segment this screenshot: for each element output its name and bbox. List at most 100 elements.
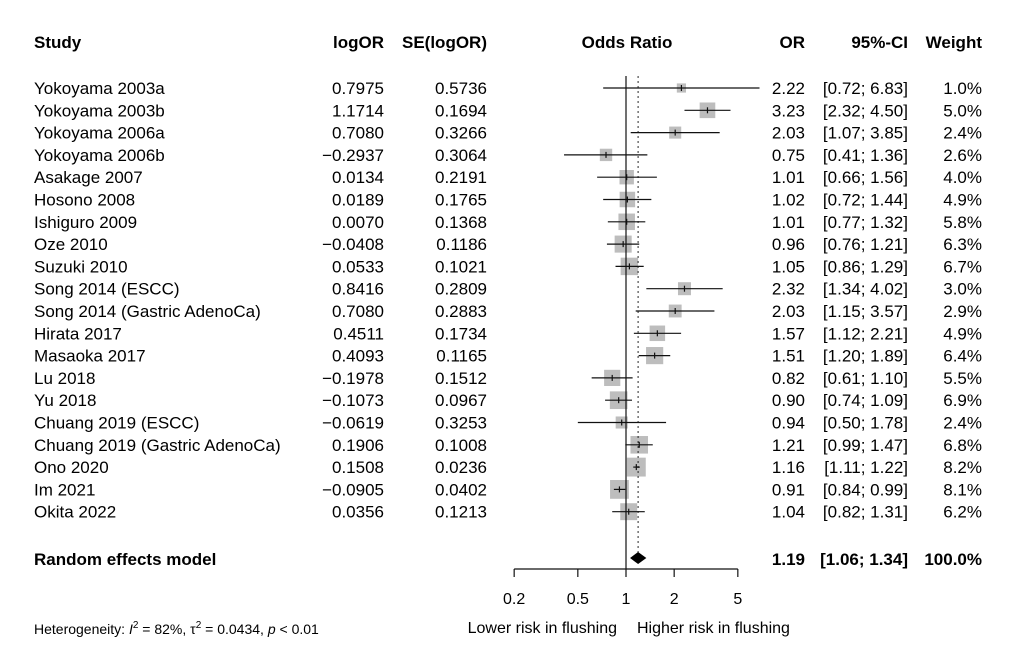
study-ci: [0.50; 1.78] [823,414,908,433]
study-or: 0.91 [772,480,805,499]
study-logor: −0.0619 [322,414,384,433]
study-se: 0.1512 [435,369,487,388]
header-study: Study [34,33,82,52]
study-logor: 0.0189 [332,191,384,210]
study-name: Hirata 2017 [34,324,122,343]
study-se: 0.1694 [435,101,487,120]
study-or: 1.04 [772,503,805,522]
header-ci: 95%-CI [851,33,908,52]
study-weight: 5.0% [943,101,982,120]
study-name: Yokoyama 2003a [34,79,165,98]
study-row: Oze 2010 −0.0408 0.1186 0.96 [0.76; 1.21] 6.3… [34,235,982,254]
study-ci: [1.12; 2.21] [823,324,908,343]
study-or: 0.94 [772,414,805,433]
study-weight: 8.1% [943,480,982,499]
study-se: 0.1734 [435,324,487,343]
study-weight: 6.4% [943,347,982,366]
study-or: 1.05 [772,257,805,276]
study-ci: [0.99; 1.47] [823,436,908,455]
x-tick-label: 0.2 [503,591,525,608]
study-weight: 6.3% [943,235,982,254]
study-ci: [0.66; 1.56] [823,168,908,187]
study-name: Chuang 2019 (ESCC) [34,414,199,433]
study-name: Song 2014 (ESCC) [34,280,180,299]
study-se: 0.2883 [435,302,487,321]
study-weight: 4.9% [943,324,982,343]
study-name: Yokoyama 2006b [34,146,165,165]
study-ci: [1.15; 3.57] [823,302,908,321]
x-tick-label: 5 [733,591,742,608]
study-or: 2.03 [772,124,805,143]
x-tick-label: 2 [670,591,679,608]
study-se: 0.1008 [435,436,487,455]
study-weight: 2.6% [943,146,982,165]
study-row: Yu 2018 −0.1073 0.0967 0.90 [0.74; 1.09] 6.9% [34,391,982,410]
study-ci: [1.11; 1.22] [824,458,908,477]
study-or: 2.22 [772,79,805,98]
study-row: Yokoyama 2006b −0.2937 0.3064 0.75 [0.41; 1.… [34,146,982,165]
study-name: Hosono 2008 [34,191,135,210]
study-se: 0.0402 [435,480,487,499]
study-name: Yokoyama 2006a [34,124,165,143]
study-ci: [2.32; 4.50] [823,101,908,120]
study-or: 1.16 [772,458,805,477]
study-or: 1.01 [772,213,805,232]
summary-or: 1.19 [772,550,805,569]
study-name: Song 2014 (Gastric AdenoCa) [34,302,261,321]
study-name: Yokoyama 2003b [34,101,165,120]
study-ci: [1.34; 4.02] [823,280,908,299]
left-direction-label: Lower risk in flushing [468,620,617,637]
study-ci: [0.77; 1.32] [823,213,908,232]
summary-ci: [1.06; 1.34] [820,550,908,569]
study-weight: 2.4% [943,414,982,433]
study-logor: 0.1906 [332,436,384,455]
summary-label: Random effects model [34,550,216,569]
study-name: Ono 2020 [34,458,109,477]
study-ci: [0.41; 1.36] [823,146,908,165]
header-plot: Odds Ratio [582,33,673,52]
study-row: Lu 2018 −0.1978 0.1512 0.82 [0.61; 1.10] 5.5% [34,369,982,388]
study-weight: 5.8% [943,213,982,232]
study-logor: −0.2937 [322,146,384,165]
x-tick-label: 1 [622,591,631,608]
study-weight: 2.9% [943,302,982,321]
study-logor: 0.8416 [332,280,384,299]
study-se: 0.0236 [435,458,487,477]
study-ci: [0.84; 0.99] [823,480,908,499]
study-logor: −0.1978 [322,369,384,388]
study-ci: [0.72; 6.83] [823,79,908,98]
study-or: 1.51 [772,347,805,366]
study-logor: 0.0134 [332,168,384,187]
study-logor: 0.4511 [333,324,384,343]
study-or: 0.90 [772,391,805,410]
study-rows: Yokoyama 2003a 0.7975 0.5736 2.22 [0.72; 6.8… [34,79,982,522]
study-weight: 4.9% [943,191,982,210]
study-row: Im 2021 −0.0905 0.0402 0.91 [0.84; 0.99] 8.1% [34,480,982,499]
study-se: 0.0967 [435,391,487,410]
study-weight: 6.9% [943,391,982,410]
study-weight: 2.4% [943,124,982,143]
study-name: Ishiguro 2009 [34,213,137,232]
header-se: SE(logOR) [402,33,487,52]
study-or: 2.32 [772,280,805,299]
study-logor: 0.7080 [332,124,384,143]
study-logor: 0.0070 [332,213,384,232]
study-row: Yokoyama 2006a 0.7080 0.3266 2.03 [1.07; 3.8… [34,124,982,143]
study-row: Suzuki 2010 0.0533 0.1021 1.05 [0.86; 1.29] 6… [34,257,982,276]
study-ci: [0.86; 1.29] [823,257,908,276]
study-weight: 3.0% [943,280,982,299]
study-or: 3.23 [772,101,805,120]
summary-weight: 100.0% [924,550,982,569]
study-logor: 0.0533 [332,257,384,276]
heterogeneity-text: Heterogeneity: I2 = 82%, τ2 = 0.0434, p … [34,620,319,637]
study-logor: 0.0356 [332,503,384,522]
plot-area: 0.2 0.5 1 2 5 [503,76,760,608]
study-row: Chuang 2019 (ESCC) −0.0619 0.3253 0.94 [0.50… [34,414,982,433]
study-row: Ono 2020 0.1508 0.0236 1.16 [1.11; 1.22] 8.2% [34,458,982,477]
study-logor: −0.0905 [322,480,384,499]
study-row: Yokoyama 2003a 0.7975 0.5736 2.22 [0.72; 6.8… [34,79,982,98]
header-or: OR [780,33,806,52]
study-or: 1.21 [772,436,805,455]
study-name: Suzuki 2010 [34,257,128,276]
